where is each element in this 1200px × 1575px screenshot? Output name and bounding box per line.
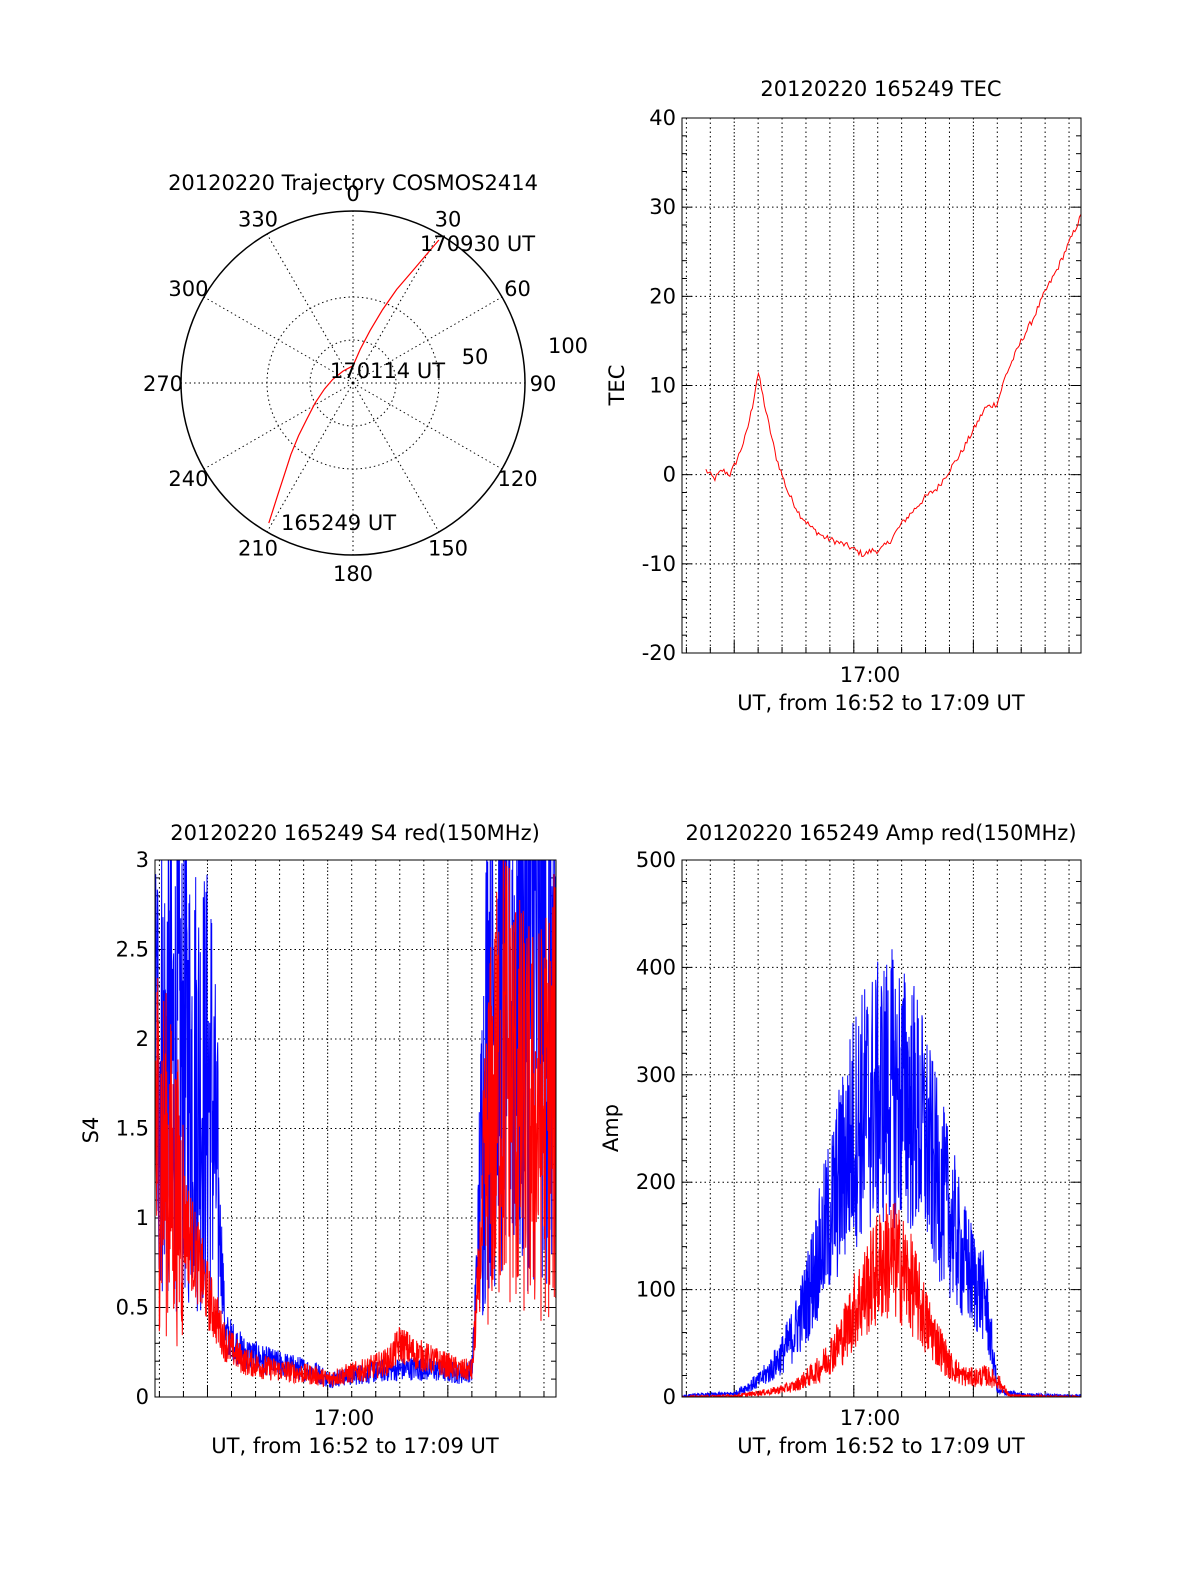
y-tick-label: 40 — [649, 106, 676, 130]
y-tick-label: 400 — [636, 955, 676, 979]
amp-x-tick-label: 17:00 — [840, 1406, 901, 1430]
y-tick-label: 20 — [649, 284, 676, 308]
azimuth-label-300: 300 — [168, 277, 208, 301]
trajectory-title: 20120220 Trajectory COSMOS2414 — [168, 171, 538, 195]
amp-series — [682, 949, 1081, 1397]
polar-spoke-210 — [266, 382, 354, 533]
y-tick-label: 2 — [136, 1027, 149, 1051]
series-line-2 — [155, 860, 556, 1388]
y-tick-label: -20 — [642, 641, 676, 665]
y-tick-label: 500 — [636, 848, 676, 872]
trajectory-end-label: 170930 UT — [420, 232, 535, 256]
y-tick-label: -10 — [642, 552, 676, 576]
polar-spoke-330 — [266, 233, 354, 384]
trajectory-line — [268, 239, 440, 524]
azimuth-label-150: 150 — [428, 537, 468, 561]
amp-y-tick-labels: 0 100 200 300 400 500 — [636, 848, 676, 1409]
s4-series — [155, 860, 556, 1389]
azimuth-label-210: 210 — [238, 537, 278, 561]
y-tick-label: 200 — [636, 1170, 676, 1194]
y-tick-label: 1.5 — [116, 1117, 149, 1141]
amp-y-axis-label: Amp — [599, 1104, 623, 1152]
azimuth-label-240: 240 — [168, 467, 208, 491]
y-tick-label: 0 — [136, 1385, 149, 1409]
trajectory-start-label: 165249 UT — [281, 511, 396, 535]
tec-grid — [682, 117, 1081, 654]
azimuth-label-120: 120 — [497, 467, 537, 491]
amp-chart: 20120220 165249 Amp red(150MHz) 0 100 200 3… — [599, 821, 1082, 1458]
y-tick-label: 0.5 — [116, 1296, 149, 1320]
s4-y-axis-label: S4 — [79, 1117, 103, 1144]
y-tick-label: 100 — [636, 1278, 676, 1302]
tec-chart: 20120220 165249 TEC -20 -10 0 10 20 30 40 17:0… — [605, 77, 1082, 715]
polar-outer-circle — [180, 210, 526, 556]
y-tick-label: 300 — [636, 1063, 676, 1087]
y-tick-label: 0 — [663, 1385, 676, 1409]
y-tick-label: 3 — [136, 848, 149, 872]
polar-spoke-120 — [352, 382, 503, 470]
radial-label-100: 100 — [548, 334, 588, 358]
y-tick-label: 1 — [136, 1206, 149, 1230]
series-line-2 — [682, 1202, 1081, 1397]
s4-x-axis-label: UT, from 16:52 to 17:09 UT — [211, 1434, 499, 1458]
polar-grid — [181, 211, 525, 555]
polar-ring-25 — [309, 339, 397, 427]
azimuth-label-60: 60 — [504, 277, 531, 301]
azimuth-label-30: 30 — [435, 207, 462, 231]
y-tick-label: 30 — [649, 195, 676, 219]
amp-x-axis-label: UT, from 16:52 to 17:09 UT — [737, 1434, 1025, 1458]
series-line-1 — [682, 949, 1081, 1397]
s4-plot-frame — [154, 859, 557, 1398]
tec-plot-frame — [681, 117, 1082, 654]
amp-title: 20120220 165249 Amp red(150MHz) — [685, 821, 1076, 845]
s4-y-tick-labels: 0 0.5 1 1.5 2 2.5 3 — [116, 848, 149, 1409]
polar-spoke-300 — [203, 296, 354, 384]
azimuth-label-180: 180 — [333, 562, 373, 586]
y-tick-label: 10 — [649, 374, 676, 398]
azimuth-label-270: 270 — [143, 372, 183, 396]
tec-series — [705, 214, 1081, 558]
tec-x-tick-label: 17:00 — [840, 663, 901, 687]
trajectory-polar-plot: 20120220 Trajectory COSMOS2414 0 30 60 90 12… — [143, 171, 588, 586]
tec-title: 20120220 165249 TEC — [760, 77, 1001, 101]
azimuth-labels: 0 30 60 90 120 150 180 210 240 270 300 330 — [143, 182, 556, 586]
s4-chart: 20120220 165249 S4 red(150MHz) 0 0.5 1 1.5 2… — [79, 821, 557, 1458]
s4-x-tick-label: 17:00 — [314, 1406, 375, 1430]
radial-label-50: 50 — [462, 345, 489, 369]
azimuth-label-90: 90 — [530, 372, 557, 396]
polar-spoke-30 — [352, 233, 440, 384]
y-tick-label: 2.5 — [116, 938, 149, 962]
s4-title: 20120220 165249 S4 red(150MHz) — [170, 821, 540, 845]
polar-spoke-60 — [352, 296, 503, 384]
azimuth-label-330: 330 — [238, 207, 278, 231]
polar-spoke-240 — [203, 382, 354, 470]
azimuth-label-0: 0 — [346, 182, 359, 206]
amp-plot-frame — [681, 859, 1082, 1398]
tec-y-tick-labels: -20 -10 0 10 20 30 40 — [642, 106, 676, 665]
series-line-1 — [705, 214, 1081, 558]
y-tick-label: 0 — [663, 463, 676, 487]
tec-y-axis-label: TEC — [605, 365, 629, 407]
trajectory-mid-label: 170114 UT — [330, 359, 445, 383]
tec-x-axis-label: UT, from 16:52 to 17:09 UT — [737, 691, 1025, 715]
polar-spoke-150 — [352, 382, 440, 533]
